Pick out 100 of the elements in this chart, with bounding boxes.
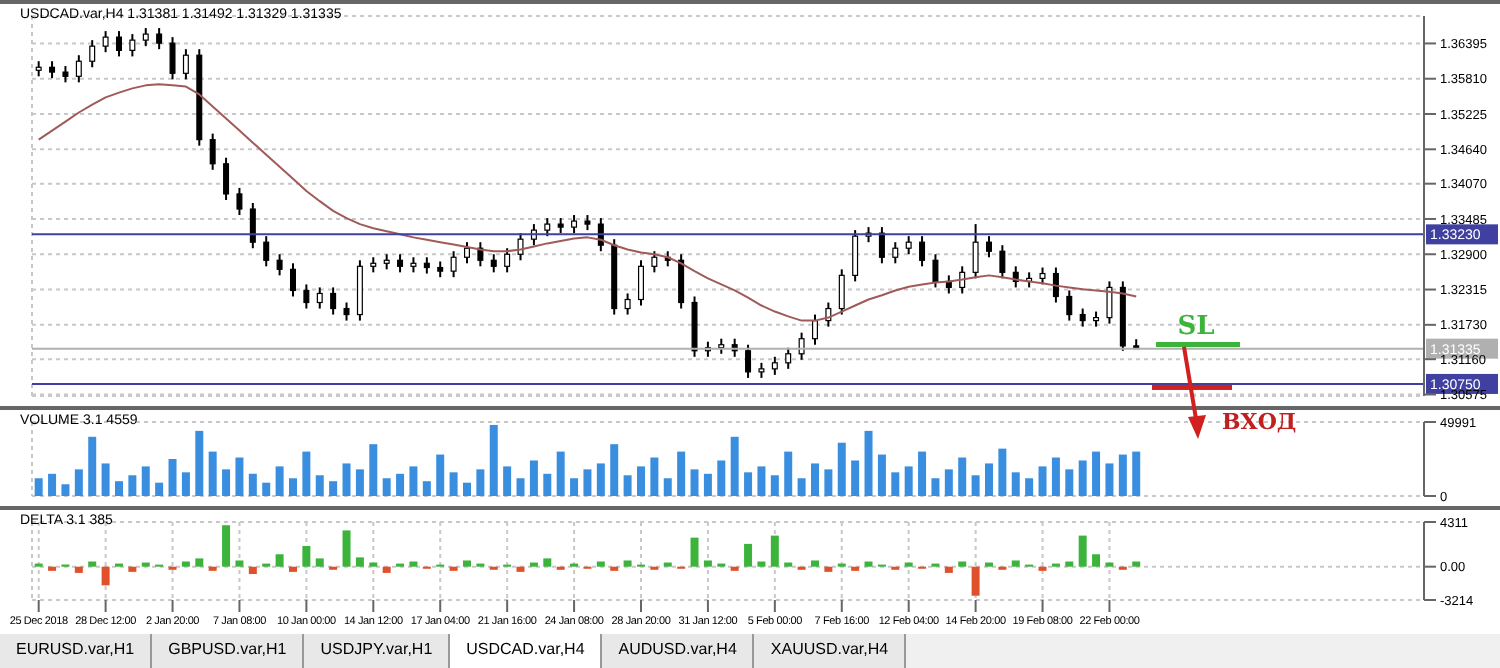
bar	[636, 466, 645, 496]
candlestick	[263, 235, 270, 268]
candlestick	[905, 235, 912, 256]
bar	[690, 537, 699, 567]
candlestick	[330, 286, 337, 316]
bar	[824, 566, 833, 572]
bar	[650, 457, 659, 496]
bar	[382, 566, 391, 573]
bar	[944, 469, 953, 496]
bar	[422, 481, 431, 496]
bar	[851, 460, 860, 496]
candlestick	[517, 232, 524, 262]
bar	[88, 561, 97, 567]
candlestick	[972, 223, 979, 280]
candlestick	[89, 39, 96, 69]
bar	[984, 463, 993, 496]
bar	[797, 478, 806, 496]
bar	[155, 482, 164, 496]
candlestick	[678, 253, 685, 310]
bar	[744, 472, 753, 496]
bar	[128, 566, 137, 572]
bar	[275, 554, 284, 567]
text: USDJPY.var,H1	[304, 634, 451, 668]
candlestick	[169, 36, 176, 81]
candlestick	[1079, 307, 1086, 328]
bar	[998, 448, 1007, 496]
bar	[315, 558, 324, 567]
bar	[409, 466, 418, 496]
candlestick	[236, 186, 243, 217]
bar	[288, 478, 297, 496]
bar	[74, 566, 83, 573]
bar	[382, 478, 391, 496]
candlestick	[303, 283, 310, 310]
candlestick	[397, 253, 404, 274]
bar	[181, 472, 190, 496]
bar	[235, 560, 244, 567]
bar	[1038, 466, 1047, 496]
candlestick	[223, 156, 230, 201]
annotation: SL	[1177, 312, 1215, 342]
candlestick	[289, 262, 296, 298]
bar	[703, 473, 712, 496]
text: EURUSD.var,H1	[0, 634, 153, 668]
bar	[61, 484, 70, 496]
bar	[864, 561, 873, 567]
bar	[141, 466, 150, 496]
bar	[516, 566, 525, 572]
bar	[342, 463, 351, 496]
bar	[1078, 535, 1087, 567]
bar	[677, 451, 686, 496]
bar	[623, 560, 632, 567]
bar	[34, 478, 43, 496]
candlestick	[932, 253, 939, 289]
bar	[744, 543, 753, 567]
bar	[462, 482, 471, 496]
bar	[1092, 451, 1101, 496]
bar	[396, 473, 405, 496]
text: USDCAD.var,H4	[450, 634, 603, 668]
candlestick	[182, 48, 189, 81]
bar	[1118, 454, 1127, 496]
bar	[918, 451, 927, 496]
candlestick	[249, 201, 256, 250]
text: AUDUSD.var,H4	[602, 634, 755, 668]
candlestick	[651, 250, 658, 274]
candlestick	[785, 346, 792, 370]
bar	[369, 444, 378, 496]
bar	[449, 472, 458, 496]
bar	[717, 460, 726, 496]
bar	[1132, 561, 1141, 567]
bar	[1051, 457, 1060, 496]
bar	[1025, 478, 1034, 496]
candlestick	[838, 268, 845, 316]
bar	[1011, 472, 1020, 496]
bar	[288, 566, 297, 572]
bar	[784, 451, 793, 496]
candlestick	[450, 250, 457, 279]
candlestick	[544, 217, 551, 238]
text: GBPUSD.var,H1	[152, 634, 305, 668]
bar	[275, 466, 284, 496]
candlestick	[316, 286, 323, 310]
bar	[824, 469, 833, 496]
bar	[342, 530, 351, 567]
bar	[877, 454, 886, 496]
bar	[181, 561, 190, 567]
bar	[114, 481, 123, 496]
bar	[690, 469, 699, 496]
bar	[195, 558, 204, 567]
candlestick	[129, 33, 136, 58]
candlestick	[571, 214, 578, 235]
candlestick	[276, 253, 283, 277]
bar	[543, 558, 552, 567]
candlestick	[1106, 280, 1113, 325]
bar	[543, 473, 552, 496]
candlestick	[999, 244, 1006, 280]
bar	[757, 466, 766, 496]
bar	[1011, 560, 1020, 567]
bar	[489, 424, 498, 496]
candlestick	[852, 229, 859, 283]
bar	[315, 475, 324, 496]
candlestick	[142, 27, 149, 48]
bar	[503, 466, 512, 496]
